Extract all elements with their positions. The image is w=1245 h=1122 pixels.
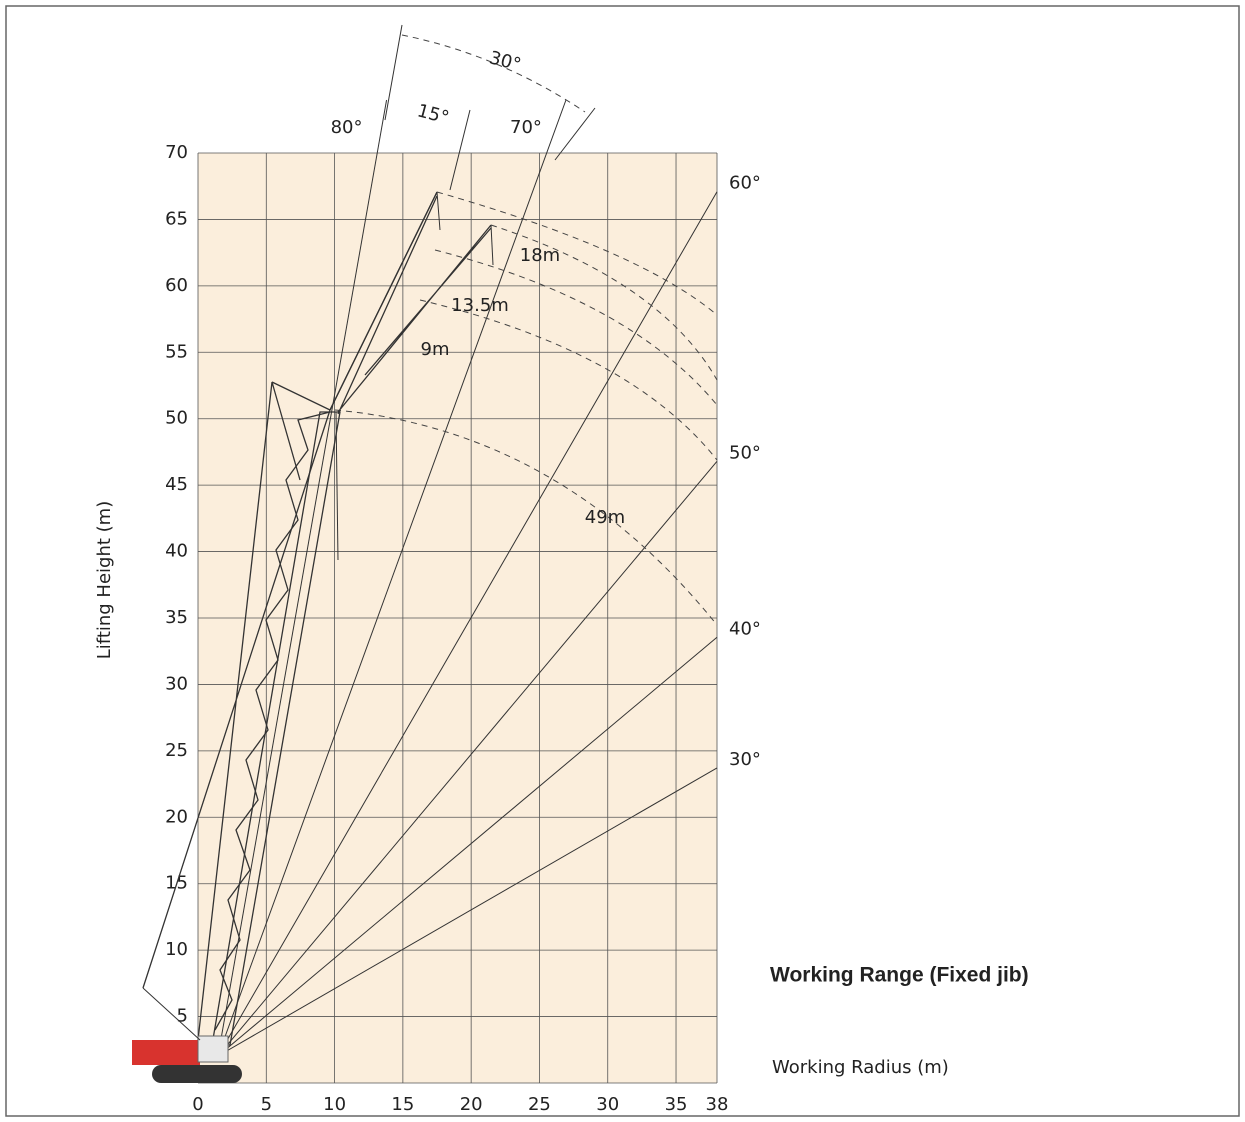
length-label: 18m: [520, 245, 560, 266]
crane-track: [152, 1065, 242, 1083]
length-label: 49m: [585, 507, 625, 528]
length-label: 9m: [421, 339, 450, 360]
x-tick-label: 38: [706, 1094, 729, 1115]
y-tick-label: 45: [165, 474, 188, 495]
title: Working Range (Fixed jib): [770, 964, 1029, 987]
y-axis-label: Lifting Height (m): [94, 501, 115, 659]
angle-label: 40°: [729, 618, 761, 639]
angle-label: 80°: [331, 117, 363, 138]
boom-lacing: [214, 411, 331, 1031]
angle-line: [217, 460, 718, 1057]
x-tick-label: 0: [192, 1094, 203, 1115]
grid: 0 5 10 15 20 25 30 35 38510152025303540455055606…: [165, 142, 728, 1115]
x-tick-label: 20: [460, 1094, 483, 1115]
angle-line: [217, 767, 718, 1057]
y-tick-label: 20: [165, 806, 188, 827]
y-tick-label: 5: [177, 1006, 188, 1027]
y-tick-label: 60: [165, 275, 188, 296]
length-label: 13.5m: [451, 295, 509, 316]
y-tick-label: 40: [165, 541, 188, 562]
jib-arc: [434, 249, 718, 406]
hook-line: [335, 411, 339, 561]
angle-line: [217, 636, 718, 1057]
angle-line: [217, 99, 388, 1057]
jib-arc: [490, 224, 718, 381]
angle-label: 60°: [729, 173, 761, 194]
boom-arc: [334, 409, 718, 626]
x-axis-label: Working Radius (m): [772, 1057, 949, 1078]
angle-label: 70°: [510, 117, 542, 138]
angle-line: [217, 99, 567, 1057]
hook-line: [490, 224, 494, 266]
offset-line: [554, 107, 596, 161]
offset-line: [449, 109, 471, 191]
x-tick-label: 15: [391, 1094, 414, 1115]
x-tick-label: 25: [528, 1094, 551, 1115]
y-tick-label: 65: [165, 208, 188, 229]
x-tick-label: 35: [665, 1094, 688, 1115]
angle-label: 30°: [729, 749, 761, 770]
y-tick-label: 50: [165, 408, 188, 429]
offset-line: [384, 24, 403, 121]
jib-arc: [419, 299, 718, 461]
hook-line: [436, 191, 441, 231]
y-tick-label: 25: [165, 740, 188, 761]
offset-arc: [401, 34, 586, 113]
x-tick-label: 30: [596, 1094, 619, 1115]
crane-cab: [197, 1035, 229, 1063]
crane-body: [132, 1040, 200, 1065]
mast: [142, 987, 201, 1041]
y-tick-label: 55: [165, 341, 188, 362]
angle-lines: 30° 40° 50° 60° 70° 80°: [217, 99, 761, 1057]
x-tick-label: 5: [261, 1094, 272, 1115]
y-tick-label: 35: [165, 607, 188, 628]
angle-line: [217, 191, 718, 1057]
angle-label: 50°: [729, 442, 761, 463]
y-tick-label: 30: [165, 673, 188, 694]
rigging: [142, 191, 438, 1041]
jib-arc: [436, 191, 718, 316]
x-tick-label: 10: [323, 1094, 346, 1115]
y-tick-label: 70: [165, 142, 188, 163]
y-tick-label: 10: [165, 939, 188, 960]
